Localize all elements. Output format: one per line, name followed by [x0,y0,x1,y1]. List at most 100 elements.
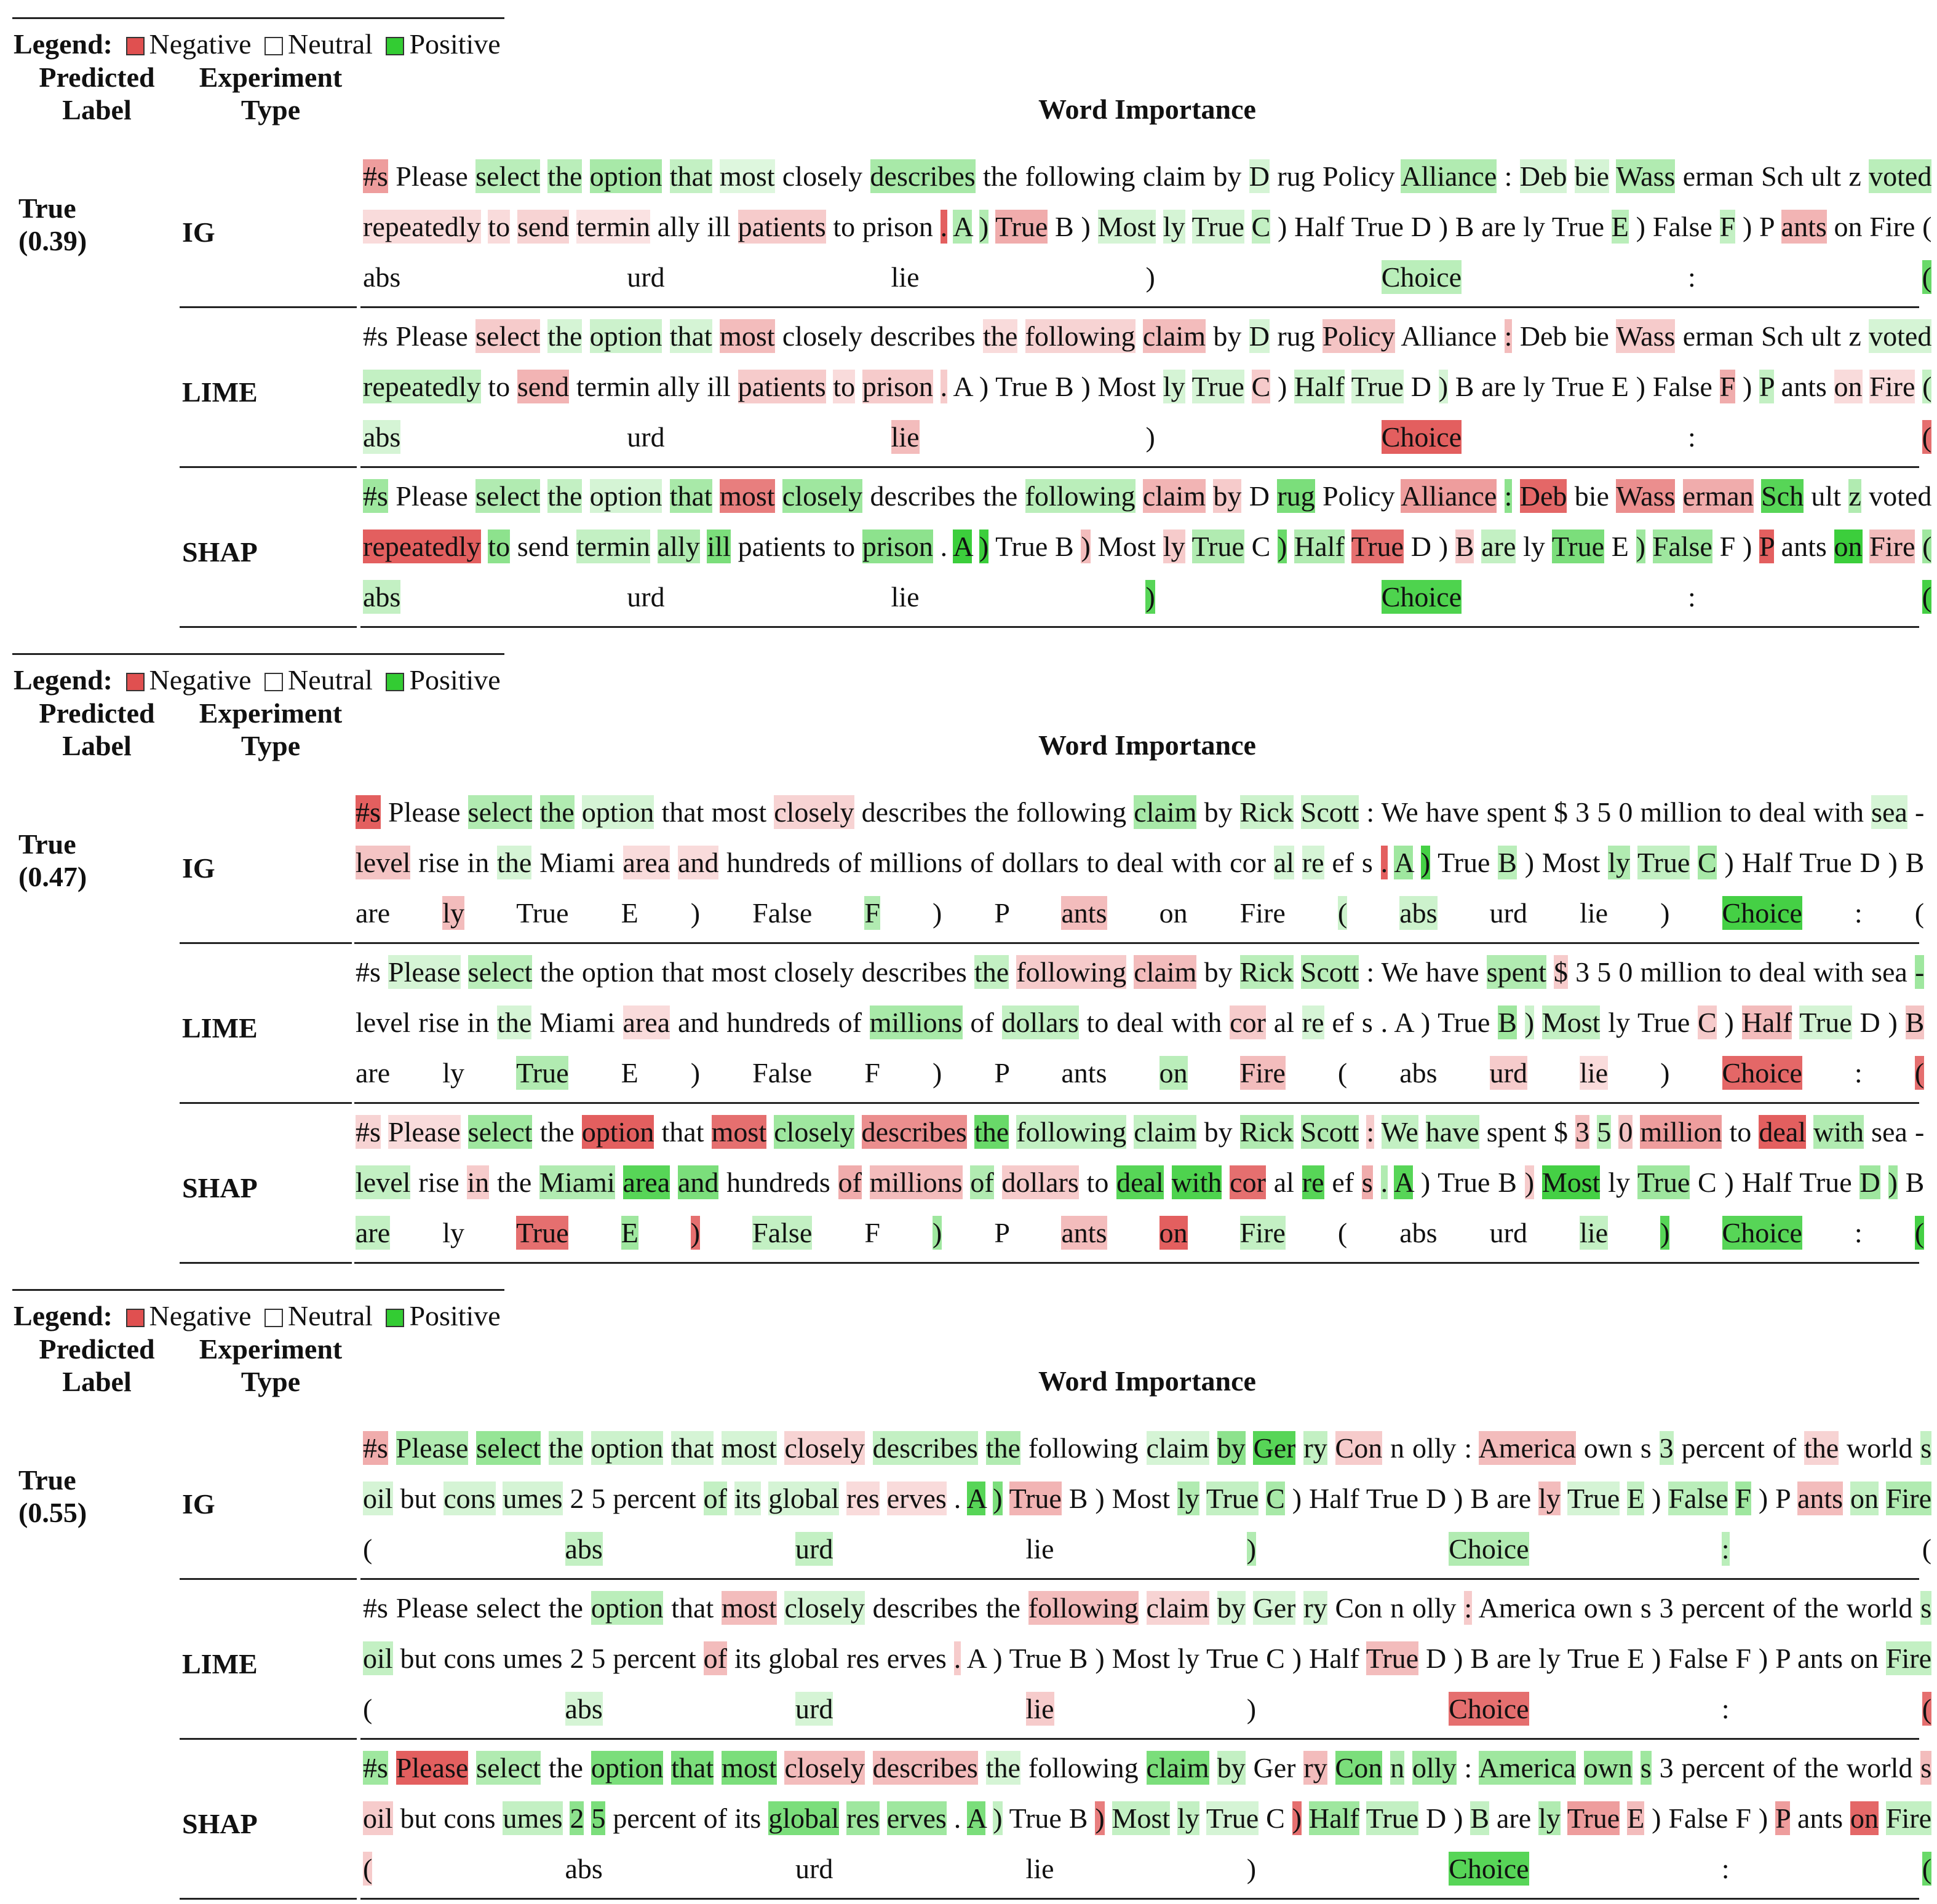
token: : [1464,1591,1473,1625]
experiment-type-shap: SHAP [182,1808,258,1839]
token: oil [363,1641,393,1675]
token: 3 [1659,1752,1674,1783]
token: million [1640,796,1722,828]
token: select [467,795,533,829]
token: B [1455,211,1474,242]
token: following [1016,1115,1127,1149]
token: ) [979,371,989,402]
token: urd [1489,897,1527,929]
token: Sch [1761,161,1804,192]
token: : [1854,1217,1863,1248]
token: option [591,1591,664,1625]
token: global [768,1801,840,1835]
token: D [1425,1483,1447,1514]
token: ) [1278,371,1287,402]
token: P [1759,530,1774,563]
token: True [1206,1643,1259,1674]
token: ill [707,530,731,563]
token: ( [1922,260,1931,294]
token: ) [1292,1801,1302,1835]
predicted-label-cell: True (0.55) [18,1464,87,1529]
token: True [1351,530,1404,563]
token: Scott [1300,1115,1359,1149]
token: ) [690,1216,701,1250]
token: select [476,1751,541,1785]
token: Policy [1322,161,1395,192]
token: True [1191,210,1244,244]
legend-positive-swatch [386,37,405,55]
predicted-score: (0.39) [18,224,87,256]
token: 3 [1659,1592,1674,1624]
token: D [1859,847,1880,878]
token: ly [442,1057,465,1089]
token: s [1640,1592,1652,1624]
token: ants [1781,531,1827,562]
token: percent [1681,1432,1765,1464]
token: Choice [1722,896,1802,930]
token: C [1266,1643,1285,1674]
token: F [864,1217,880,1248]
token: rug [1277,479,1315,513]
token: res [846,1482,880,1515]
token: Deb [1519,320,1567,352]
token: Alliance [1401,320,1497,352]
token: to [833,531,856,562]
token: that [661,796,704,828]
token: by [1217,1751,1246,1785]
token: Miami [539,1165,615,1199]
token: Most [1112,1801,1171,1835]
token: erman [1682,161,1754,192]
token: False [1652,211,1712,242]
token: ) [1652,1803,1661,1834]
token: #s [363,1431,388,1465]
token: select [475,479,540,513]
token: its [734,1643,762,1674]
token: s [1920,1591,1932,1625]
token: Policy [1322,319,1395,353]
token: abs [565,1692,603,1726]
token: hundreds [726,847,830,878]
token: ) [1524,847,1535,878]
token: erman [1682,479,1754,513]
token: the [985,1592,1020,1624]
token: America [1478,1431,1576,1465]
token: percent [613,1483,696,1514]
token: B [1905,847,1925,878]
token: : [1504,161,1513,192]
token: own [1583,1751,1633,1785]
token: C [1251,370,1271,403]
predicted-label: True [18,1464,76,1496]
token: ult [1811,480,1841,512]
token: True [995,531,1048,562]
token: describes [861,796,967,828]
token: the [547,479,583,513]
token: lie [891,420,920,454]
token: voted [1869,319,1932,353]
token: million [1640,1115,1722,1149]
token: of [1772,1592,1797,1624]
token: percent [1681,1752,1765,1783]
token: rise [418,1167,459,1198]
token: most [711,956,767,988]
token: Sch [1761,479,1804,513]
token: 3 [1575,796,1590,828]
token: prison [862,370,933,403]
token: ) [1758,1483,1768,1514]
token: Choice [1722,1056,1802,1090]
token: cor [1230,847,1266,878]
word-importance-lime: #s Please select the option that most cl… [363,1583,1932,1734]
token: on [1159,897,1188,929]
token: ) [1095,1643,1105,1674]
token: claim [1142,479,1206,513]
token: 3 [1575,1115,1590,1149]
token: Half [1309,1643,1359,1674]
token: Choice [1449,1532,1529,1566]
token: level [356,1007,411,1038]
attribution-panel-1: Legend: Negative Neutral Positive Predic… [0,17,1937,632]
token: ) [1420,846,1431,879]
token: ef [1332,847,1354,878]
token: that [661,1116,704,1148]
token: ry [1303,1591,1327,1625]
token: ) [1888,847,1898,878]
legend-neutral-swatch [264,37,284,55]
